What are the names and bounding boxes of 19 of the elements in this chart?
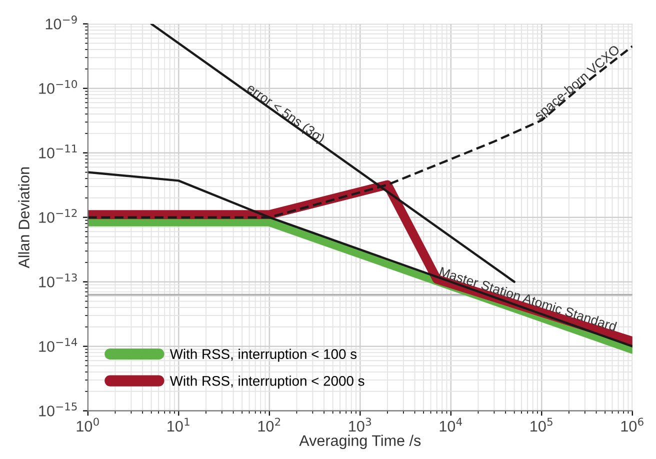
legend-label: With RSS, interruption < 2000 s [170, 376, 364, 389]
x-axis-title: Averaging Time /s [299, 434, 421, 450]
y-tick-label: 10$^{−9}$ [46, 16, 77, 30]
legend-label: With RSS, interruption < 100 s [170, 348, 357, 362]
y-tick-label: 10$^{−13}$ [39, 273, 77, 288]
y-axis-title: Allan Deviation [18, 167, 30, 268]
annotation: error < 5ns (3σ) [244, 82, 326, 146]
y-tick-label: 10$^{−11}$ [39, 144, 77, 158]
y-tick-label: 10$^{−12}$ [39, 208, 77, 223]
x-tick-label: 10$^{2}$ [258, 418, 280, 432]
x-tick-label: 10$^{3}$ [349, 418, 372, 432]
y-tick-label: 10$^{−15}$ [39, 402, 77, 416]
x-tick-label: 10$^{4}$ [440, 418, 462, 432]
x-tick-label: 10$^{0}$ [76, 418, 99, 432]
x-tick-label: 10$^{1}$ [168, 418, 190, 432]
y-tick-label: 10$^{−10}$ [39, 80, 77, 94]
y-tick-label: 10$^{−14}$ [39, 338, 78, 352]
x-tick-label: 10$^{6}$ [621, 418, 644, 432]
x-tick-label: 10$^{5}$ [530, 418, 552, 432]
